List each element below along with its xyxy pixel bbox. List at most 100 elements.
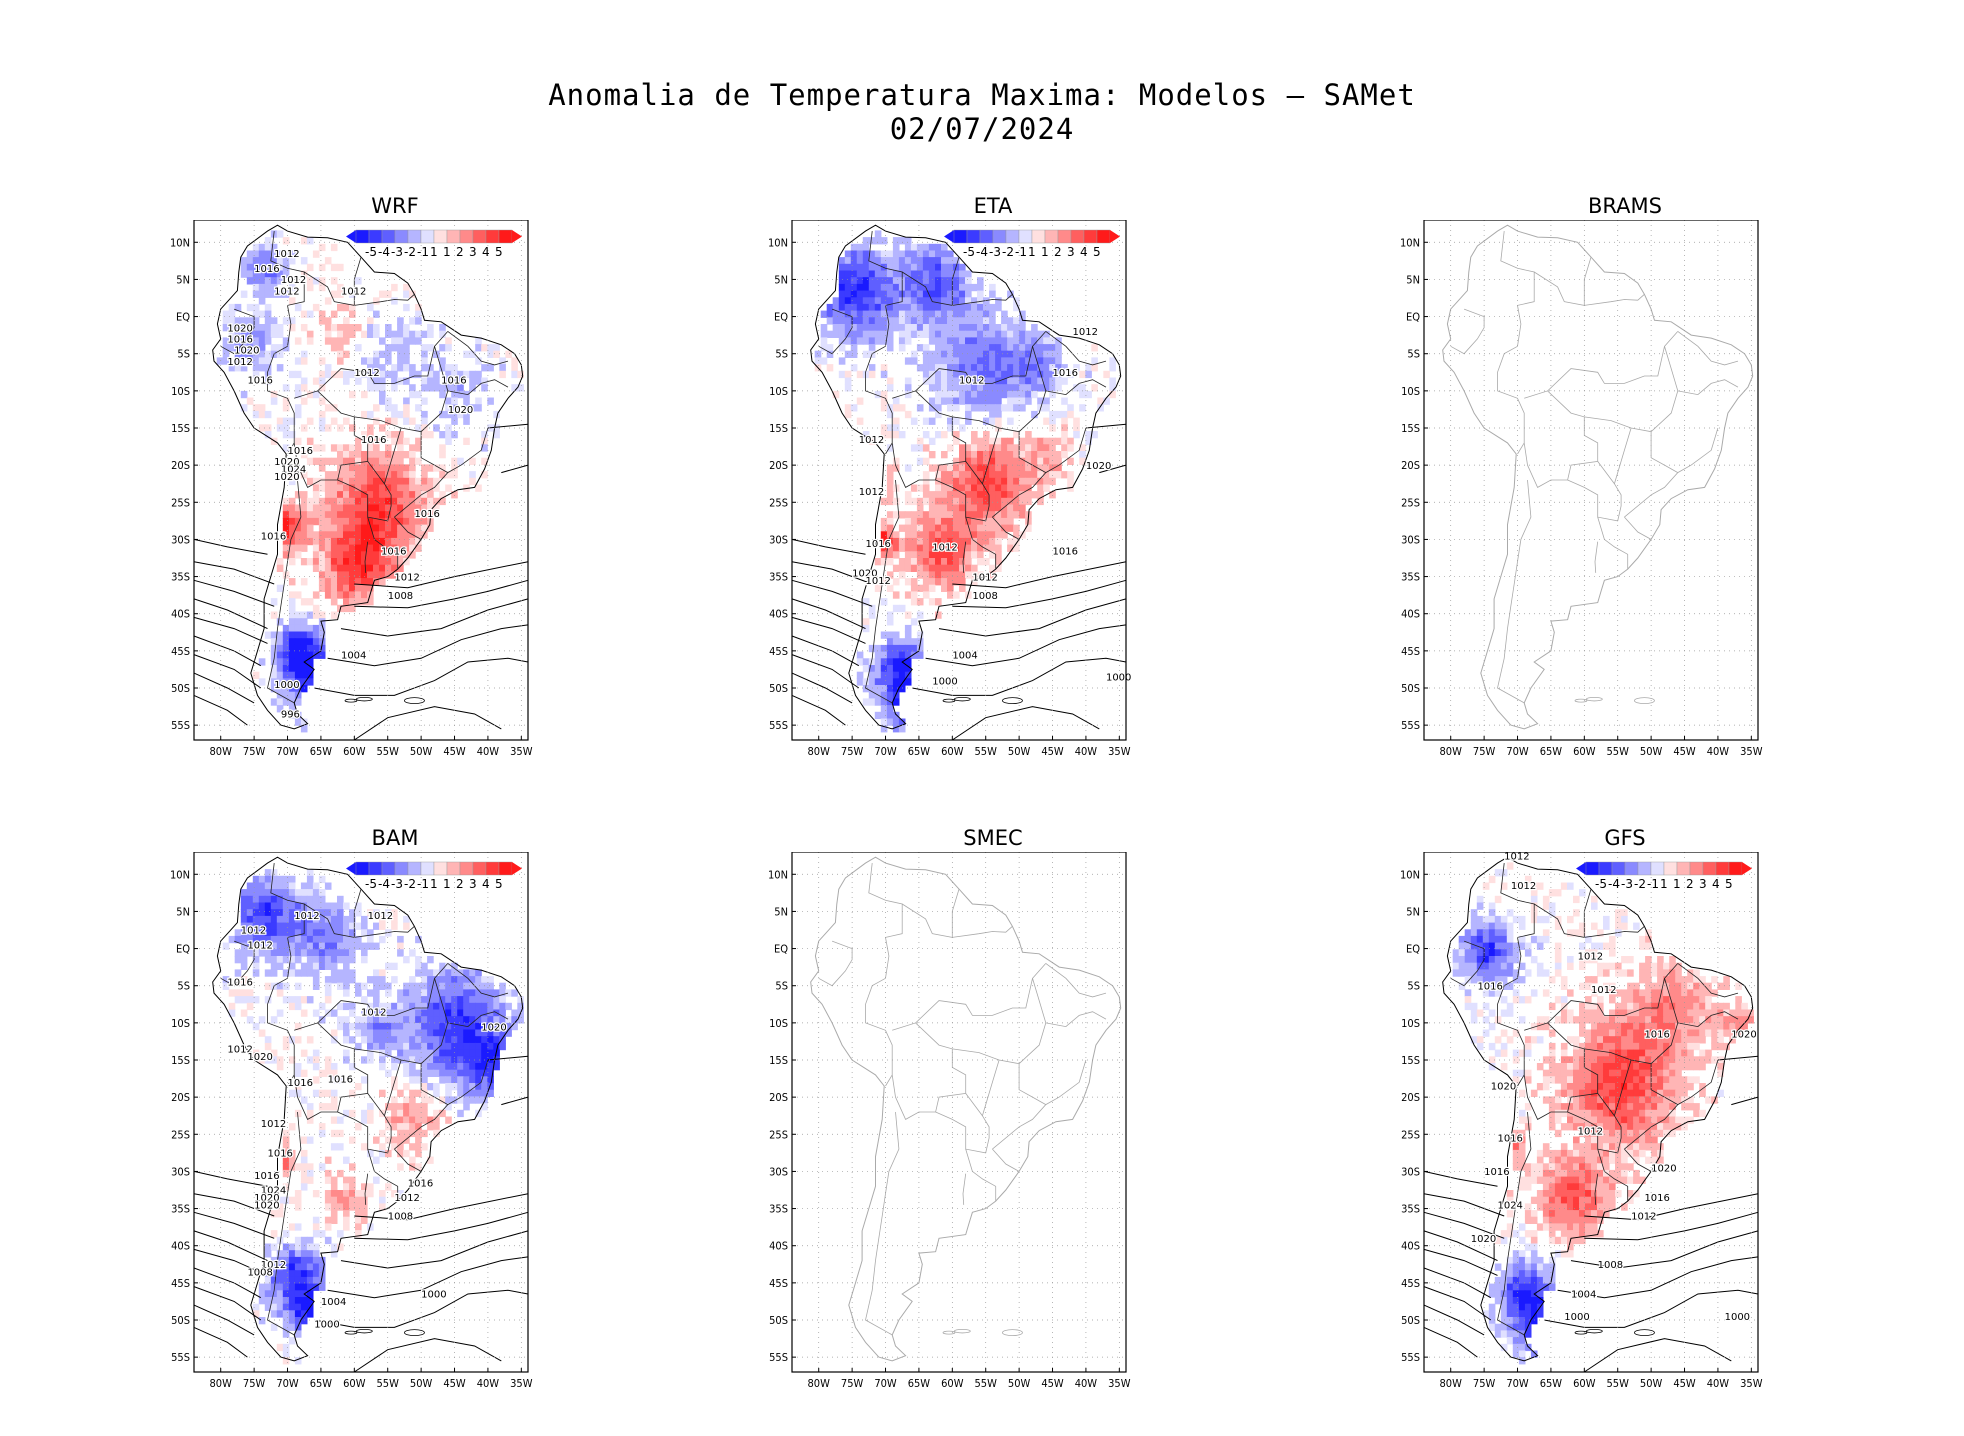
anomaly-cell: [258, 1317, 266, 1325]
anomaly-cell: [1585, 1069, 1592, 1077]
anomaly-cell: [318, 531, 326, 539]
anomaly-cell: [1717, 1029, 1724, 1037]
anomaly-cell: [361, 982, 368, 990]
anomaly-cell: [1488, 949, 1496, 957]
anomaly-cell: [856, 283, 864, 292]
anomaly-cell: [880, 598, 888, 606]
isobar: [193, 1193, 275, 1217]
anomaly-cell: [1548, 1076, 1556, 1084]
anomaly-cell: [892, 250, 900, 258]
anomaly-cell: [379, 935, 386, 944]
anomaly-cell: [928, 404, 936, 412]
anomaly-cell: [415, 1129, 422, 1138]
anomaly-cell: [258, 1016, 266, 1024]
anomaly-cell: [349, 497, 356, 506]
anomaly-cell: [276, 922, 284, 930]
anomaly-cell: [324, 1236, 332, 1245]
anomaly-cell: [355, 935, 362, 944]
anomaly-cell: [300, 1169, 308, 1178]
anomaly-cell: [1651, 1029, 1658, 1037]
anomaly-cell: [1657, 996, 1664, 1004]
anomaly-cell: [1560, 982, 1568, 990]
anomaly-cell: [337, 1190, 344, 1198]
anomaly-cell: [1567, 1016, 1574, 1024]
isobar-label: 1016: [227, 978, 252, 989]
anomaly-cell: [910, 317, 918, 325]
anomaly-cell: [904, 310, 912, 318]
anomaly-cell: [1043, 330, 1050, 338]
anomaly-cell: [330, 922, 338, 930]
anomaly-cell: [312, 1216, 320, 1224]
anomaly-cell: [1621, 1022, 1628, 1031]
anomaly-cell: [916, 531, 924, 539]
anomaly-cell: [1061, 410, 1068, 419]
anomaly-cell: [318, 417, 326, 425]
anomaly-cell: [330, 471, 338, 479]
anomaly-cell: [856, 277, 864, 285]
anomaly-cell: [941, 471, 948, 479]
anomaly-cell: [1013, 464, 1020, 472]
anomaly-cell: [246, 1016, 254, 1024]
anomaly-cell: [910, 644, 918, 653]
tick-label-lat: 45S: [769, 1277, 788, 1290]
anomaly-cell: [475, 989, 482, 997]
anomaly-cell: [1609, 1063, 1616, 1071]
anomaly-cell: [910, 544, 918, 552]
anomaly-cell: [1579, 956, 1586, 964]
anomaly-cell: [252, 889, 260, 897]
anomaly-cell: [270, 698, 278, 706]
anomaly-cell: [421, 504, 428, 512]
anomaly-cell: [965, 270, 972, 278]
anomaly-cell: [391, 431, 398, 439]
anomaly-cell: [258, 902, 266, 910]
anomaly-cell: [324, 956, 332, 964]
tick-label-lat: 10S: [769, 1017, 788, 1030]
anomaly-cell: [270, 685, 278, 693]
anomaly-cell: [941, 303, 948, 312]
anomaly-cell: [1669, 1056, 1676, 1064]
tick-label-lon: 50W: [1008, 1377, 1031, 1390]
anomaly-cell: [349, 564, 356, 572]
anomaly-cell: [403, 1103, 410, 1111]
country-border: [394, 1148, 422, 1172]
anomaly-cell: [469, 996, 476, 1004]
anomaly-cell: [959, 564, 966, 572]
anomaly-cell: [240, 330, 248, 338]
anomaly-cell: [282, 875, 290, 884]
anomaly-cell: [971, 511, 978, 519]
anomaly-cell: [856, 651, 864, 659]
anomaly-cell: [330, 417, 338, 425]
anomaly-cell: [397, 330, 404, 338]
anomaly-cell: [222, 357, 230, 365]
anomaly-cell: [343, 1190, 350, 1198]
anomaly-cell: [1013, 531, 1020, 539]
anomaly-cell: [367, 1022, 374, 1031]
anomaly-cell: [385, 571, 392, 579]
anomaly-cell: [282, 317, 290, 325]
anomaly-cell: [415, 1002, 422, 1011]
anomaly-cell: [270, 882, 278, 890]
anomaly-cell: [330, 942, 338, 950]
anomaly-cell: [1061, 424, 1068, 432]
country-border: [992, 427, 1087, 518]
anomaly-cell: [1687, 1009, 1694, 1017]
anomaly-cell: [1025, 524, 1032, 532]
anomaly-cell: [379, 1129, 386, 1138]
anomaly-cell: [953, 417, 960, 425]
anomaly-cell: [916, 250, 924, 258]
anomaly-cell: [469, 370, 476, 379]
anomaly-cell: [300, 598, 308, 606]
anomaly-cell: [300, 511, 308, 519]
anomaly-cell: [1055, 344, 1062, 352]
anomaly-cell: [1019, 484, 1026, 492]
anomaly-cell: [294, 982, 302, 990]
anomaly-cell: [844, 377, 852, 385]
anomaly-cell: [989, 364, 996, 372]
anomaly-cell: [928, 310, 936, 318]
anomaly-cell: [1049, 457, 1056, 465]
anomaly-cell: [312, 1223, 320, 1231]
anomaly-cell: [270, 1276, 278, 1285]
anomaly-cell: [935, 350, 942, 358]
anomaly-cell: [355, 922, 362, 930]
anomaly-cell: [481, 1049, 488, 1057]
